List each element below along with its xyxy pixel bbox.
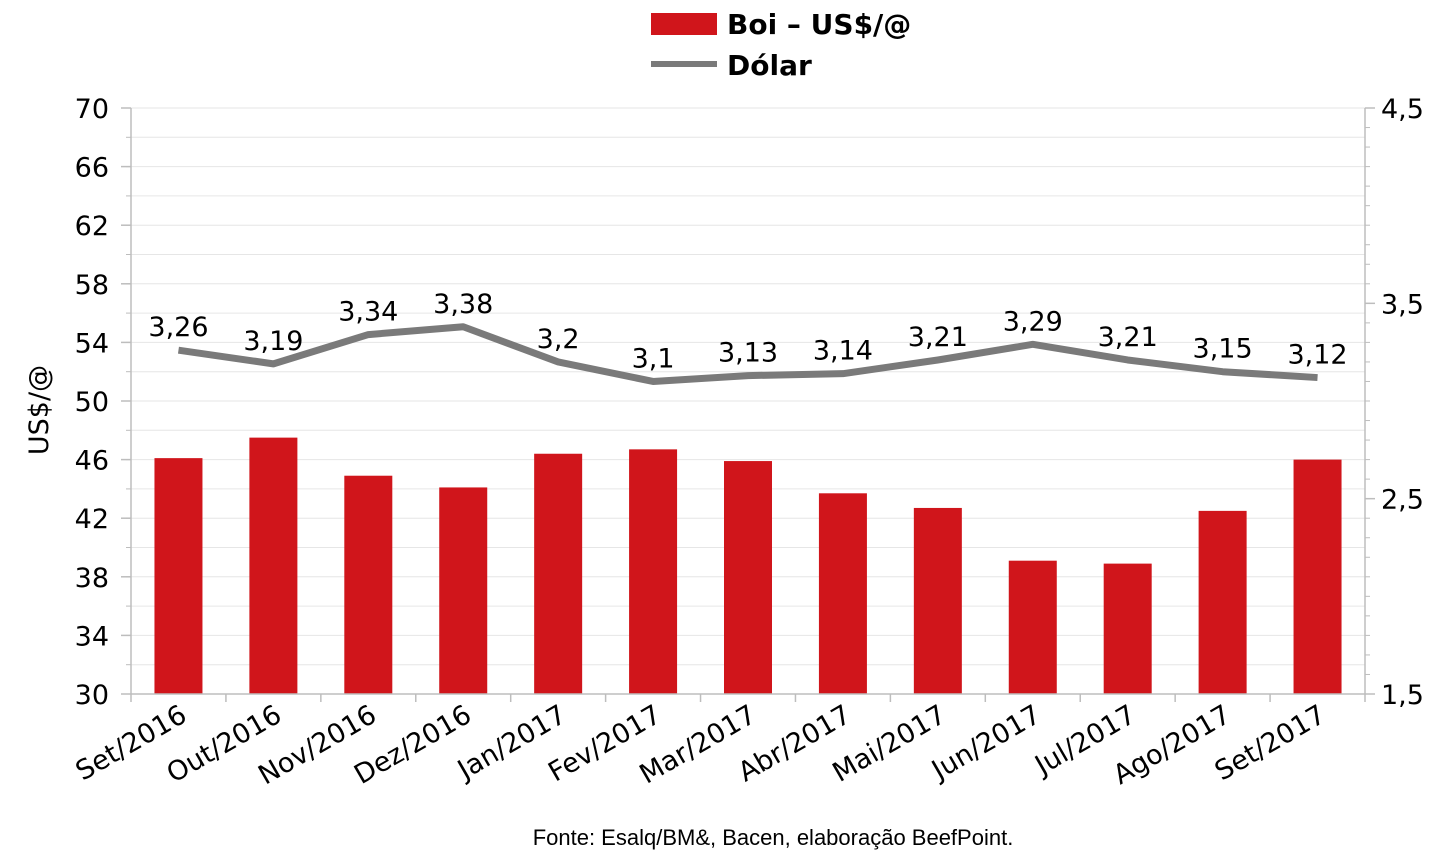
- y-axis-title: US$/@: [24, 365, 55, 455]
- line-data-label: 3,21: [908, 322, 968, 353]
- bar: [1103, 563, 1152, 694]
- y2-tick-label: 3,5: [1381, 289, 1424, 320]
- bar: [439, 487, 488, 694]
- bar: [154, 458, 203, 694]
- bar: [249, 437, 298, 694]
- legend-label-dolar: Dólar: [727, 49, 812, 82]
- line-data-label: 3,1: [632, 343, 675, 374]
- y-tick-label: 58: [75, 270, 109, 301]
- legend-label-boi: Boi – US$/@: [727, 8, 911, 41]
- y2-tick-label: 4,5: [1381, 94, 1424, 125]
- y-tick-label: 54: [75, 328, 109, 359]
- y-tick-label: 30: [75, 680, 109, 711]
- line-data-label: 3,14: [813, 336, 873, 367]
- bar: [1293, 459, 1342, 694]
- line-data-label: 3,38: [433, 289, 493, 320]
- line-data-label: 3,15: [1193, 334, 1253, 365]
- y-tick-label: 70: [75, 94, 109, 125]
- line-data-label: 3,2: [537, 324, 580, 355]
- bar-series: [154, 437, 1342, 694]
- bar: [913, 507, 962, 694]
- y-tick-label: 66: [75, 153, 109, 184]
- legend-swatch-boi: [651, 13, 717, 35]
- bar: [629, 449, 678, 694]
- y-tick-label: 42: [75, 504, 109, 535]
- bar: [1198, 510, 1247, 694]
- y-tick-label: 34: [75, 621, 109, 652]
- bar: [1008, 560, 1057, 694]
- line-data-label: 3,21: [1098, 322, 1158, 353]
- line-data-label: 3,19: [243, 326, 303, 357]
- bar: [344, 475, 393, 694]
- y-tick-label: 38: [75, 563, 109, 594]
- y-tick-label: 62: [75, 211, 109, 242]
- data-labels: 3,26 3,19 3,34 3,38 3,2 3,1 3,13 3,14 3,21 3,29 3,…: [148, 289, 1347, 375]
- bar: [534, 453, 583, 694]
- gridlines: [131, 107, 1365, 695]
- line-series: [177, 323, 1318, 385]
- line-data-label: 3,29: [1003, 306, 1063, 337]
- y-tick-label: 46: [75, 446, 109, 477]
- line-data-label: 3,13: [718, 338, 778, 369]
- y2-tick-label: 1,5: [1381, 680, 1424, 711]
- bar: [724, 461, 772, 694]
- y-tick-label: 50: [75, 387, 109, 418]
- line-data-label: 3,34: [338, 297, 398, 328]
- y2-tick-label: 2,5: [1381, 485, 1424, 516]
- dolar-line: [177, 323, 1318, 385]
- legend: Boi – US$/@ Dólar: [651, 8, 911, 82]
- source-note: Fonte: Esalq/BM&, Bacen, elaboração Beef…: [533, 825, 1014, 850]
- line-data-label: 3,12: [1287, 340, 1347, 371]
- bar: [818, 493, 867, 694]
- line-data-label: 3,26: [148, 312, 208, 343]
